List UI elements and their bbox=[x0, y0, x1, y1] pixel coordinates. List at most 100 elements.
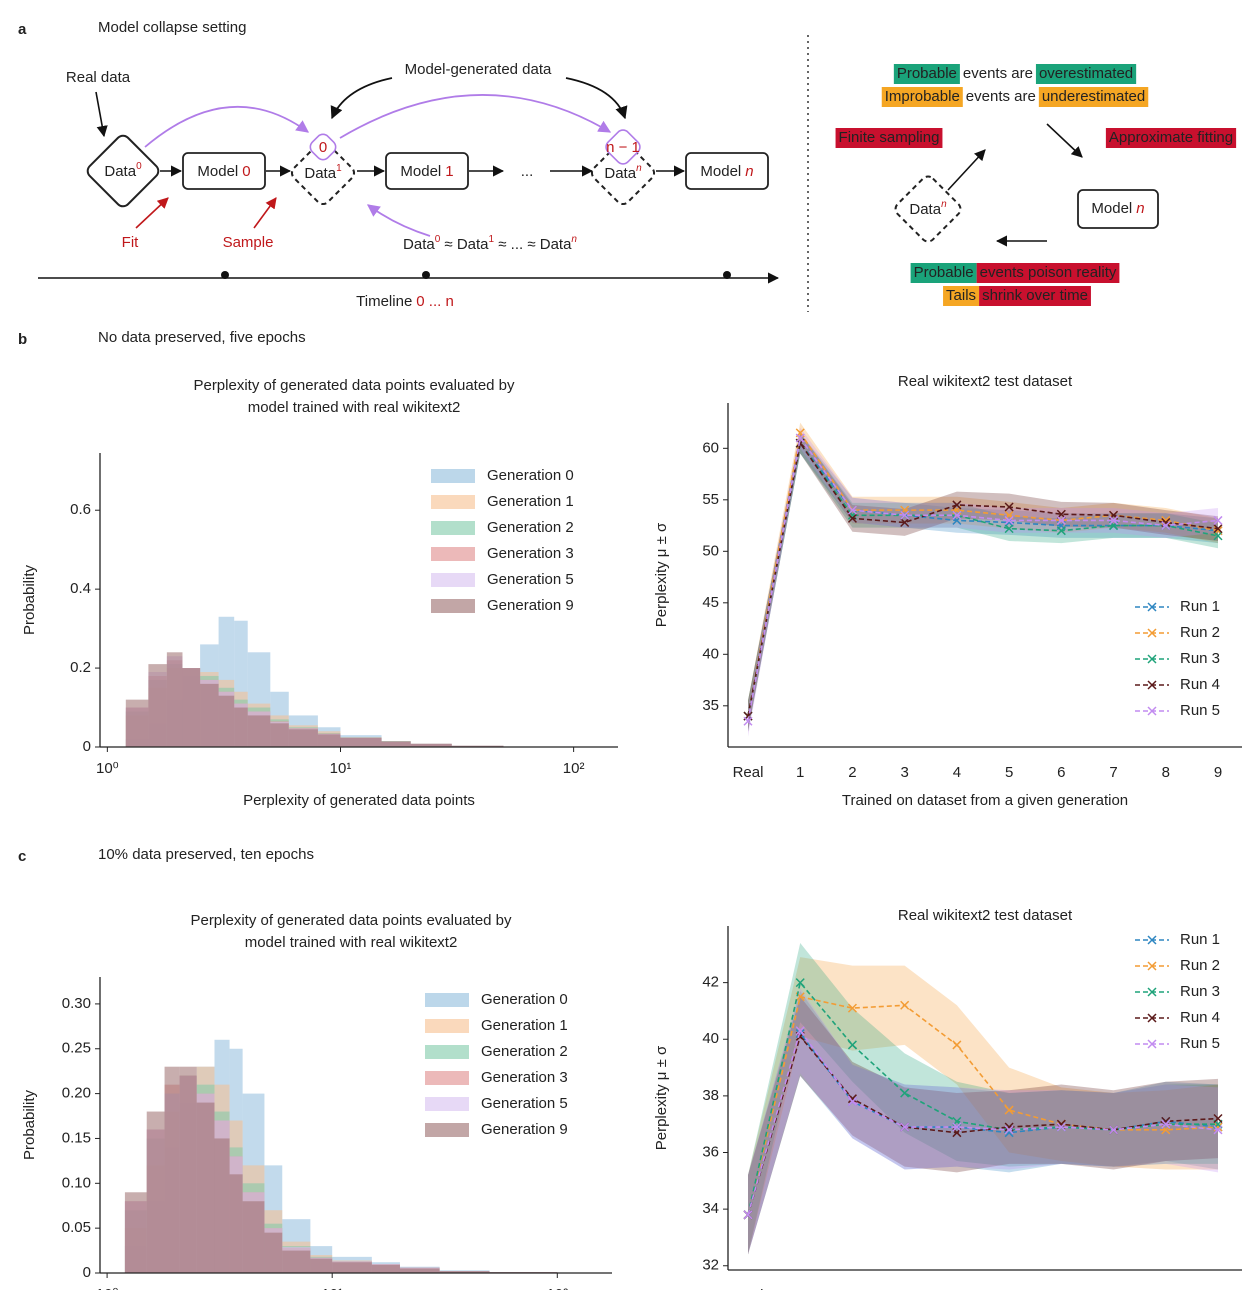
y-tick-label: 40 bbox=[702, 1030, 719, 1047]
y-tick-label: 34 bbox=[702, 1200, 719, 1217]
arrow bbox=[253, 197, 277, 229]
point-marker bbox=[952, 1040, 962, 1050]
data-point bbox=[847, 513, 857, 523]
histogram-bar bbox=[282, 1250, 311, 1273]
legend-label: Generation 3 bbox=[481, 1069, 568, 1086]
x-tick-label: 6 bbox=[1057, 764, 1065, 781]
legend-swatch bbox=[425, 1097, 469, 1111]
error-band bbox=[748, 942, 1218, 1255]
text-part: 0 bbox=[136, 161, 142, 172]
timeline-label: Timeline 0 ... n bbox=[356, 293, 454, 310]
x-tick-label: 8 bbox=[1162, 1287, 1170, 1290]
text-part: Sample bbox=[223, 234, 274, 251]
legend-label: Generation 5 bbox=[487, 571, 574, 588]
point-marker bbox=[1213, 524, 1223, 534]
chart-title: model trained with real wikitext2 bbox=[248, 399, 461, 416]
y-tick-label: 0.05 bbox=[62, 1219, 91, 1236]
data-point bbox=[900, 1122, 910, 1132]
y-tick-label: 50 bbox=[702, 542, 719, 559]
legend-label: Run 2 bbox=[1180, 957, 1220, 974]
histogram-bar bbox=[124, 1192, 147, 1273]
legend-swatch bbox=[431, 469, 475, 483]
legend-label: Run 3 bbox=[1180, 650, 1220, 667]
y-tick-label: 0.25 bbox=[62, 1040, 91, 1057]
data-node bbox=[605, 129, 641, 165]
point-marker bbox=[1056, 526, 1066, 536]
cycle-text-highlight bbox=[943, 286, 980, 306]
x-tick-label: Real bbox=[733, 764, 764, 781]
label: Data0 bbox=[104, 161, 142, 180]
text-part: Model bbox=[1091, 200, 1132, 217]
point-marker bbox=[1213, 1113, 1223, 1124]
timeline-dot bbox=[723, 271, 731, 279]
model-node bbox=[385, 152, 469, 190]
legend-label: Run 3 bbox=[1180, 983, 1220, 1000]
arrow bbox=[339, 94, 612, 139]
text-part: Data bbox=[604, 165, 636, 182]
legend-label: Run 4 bbox=[1180, 1009, 1220, 1026]
point-marker bbox=[795, 433, 805, 443]
data-point bbox=[1213, 1113, 1223, 1124]
y-tick-label: 42 bbox=[702, 974, 719, 991]
data-point bbox=[743, 1210, 753, 1220]
point-marker bbox=[743, 716, 753, 726]
error-band bbox=[748, 422, 1218, 732]
label: ... bbox=[521, 163, 534, 180]
cycle-text: Finite sampling bbox=[839, 129, 940, 146]
data-node bbox=[309, 133, 337, 161]
histogram-bar bbox=[381, 741, 411, 747]
model-node bbox=[685, 152, 769, 190]
cycle-text: underestimated bbox=[1042, 88, 1145, 105]
cycle-text-highlight bbox=[976, 263, 1120, 283]
legend-label: Generation 9 bbox=[481, 1121, 568, 1138]
legend-swatch bbox=[425, 1123, 469, 1137]
data-point bbox=[847, 1097, 857, 1107]
text-part: 1 bbox=[489, 234, 495, 245]
legend-label: Run 2 bbox=[1180, 624, 1220, 641]
legend-label: Run 1 bbox=[1180, 931, 1220, 948]
y-tick-label: 0.30 bbox=[62, 995, 91, 1012]
histogram-bar bbox=[164, 1066, 180, 1273]
series-line bbox=[747, 1034, 1219, 1216]
chart-title: Perplexity of generated data points eval… bbox=[190, 912, 512, 929]
legend-label: Generation 2 bbox=[487, 519, 574, 536]
legend-label: Run 4 bbox=[1180, 676, 1220, 693]
badge: n − 1 bbox=[606, 139, 640, 156]
series-line bbox=[747, 995, 1219, 1215]
x-axis-label: Perplexity of generated data points bbox=[243, 792, 475, 809]
arrow bbox=[144, 105, 310, 148]
data-point bbox=[1213, 515, 1223, 525]
histogram-bar bbox=[264, 1232, 283, 1273]
x-tick-label: 7 bbox=[1109, 1287, 1117, 1290]
histogram-bar bbox=[182, 668, 201, 747]
arrow bbox=[135, 197, 169, 229]
point-marker bbox=[900, 1000, 910, 1010]
legend-label: Generation 2 bbox=[481, 1043, 568, 1060]
text-part: 0 bbox=[435, 234, 441, 245]
histogram-bar bbox=[270, 723, 289, 747]
y-axis-label: Perplexity μ ± σ bbox=[653, 522, 670, 627]
x-tick-label: 10² bbox=[546, 1286, 568, 1290]
y-tick-label: 32 bbox=[702, 1257, 719, 1274]
histogram-bar bbox=[229, 1174, 243, 1273]
data-point bbox=[1004, 1105, 1014, 1115]
data-point bbox=[1004, 502, 1014, 512]
y-tick-label: 0 bbox=[83, 738, 91, 755]
label: Model 0 bbox=[197, 163, 250, 180]
legend-label: Generation 0 bbox=[481, 991, 568, 1008]
data-point bbox=[952, 510, 962, 520]
data-point bbox=[952, 1040, 962, 1050]
legend-label: Run 5 bbox=[1180, 702, 1220, 719]
cycle-text: Probable bbox=[897, 65, 957, 82]
point-marker bbox=[900, 1122, 910, 1132]
point-marker bbox=[795, 1026, 805, 1036]
legend-label: Generation 1 bbox=[481, 1017, 568, 1034]
histogram-bar bbox=[310, 1258, 333, 1273]
legend-label: Generation 5 bbox=[481, 1095, 568, 1112]
point-marker bbox=[952, 500, 962, 510]
y-tick-label: 0.2 bbox=[70, 659, 91, 676]
text-part: ≈ ... ≈ Data bbox=[494, 236, 572, 253]
x-tick-label: 4 bbox=[953, 1287, 961, 1290]
arrow bbox=[565, 77, 628, 120]
cycle-text: shrink over time bbox=[982, 287, 1088, 304]
